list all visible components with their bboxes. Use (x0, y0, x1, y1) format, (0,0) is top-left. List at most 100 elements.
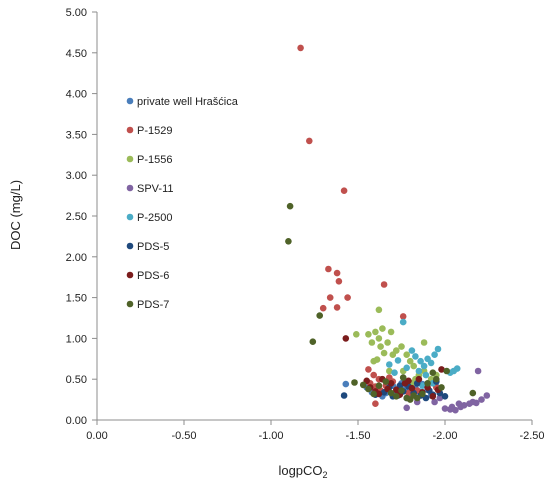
x-tick-label: -1.50 (345, 430, 370, 442)
y-tick-label: 4.50 (66, 48, 87, 60)
data-point (340, 392, 348, 399)
data-point (398, 343, 405, 350)
data-point (370, 371, 378, 379)
x-axis-label: logpCO2 (278, 463, 327, 480)
data-point (399, 318, 407, 326)
data-point (422, 371, 430, 379)
legend-marker (126, 184, 134, 192)
legend-marker (126, 271, 134, 279)
data-point (359, 381, 367, 389)
y-tick-label: 2.50 (66, 211, 87, 223)
data-point (441, 405, 449, 412)
data-point (417, 357, 424, 365)
x-axis-label-subscript: 2 (323, 470, 328, 480)
legend-label: SPV-11 (137, 183, 174, 195)
data-point (427, 359, 435, 367)
data-point (365, 331, 372, 338)
legend: private well Hrašćica P-1529 P-1556 SPV-11 P… (126, 96, 239, 311)
points-layer (285, 44, 491, 414)
x-axis-label-main: logpCO (278, 463, 322, 478)
data-point (431, 351, 438, 359)
legend-label: private well Hrašćica (137, 96, 239, 108)
data-point (387, 380, 395, 387)
data-point (419, 382, 426, 390)
data-point (419, 390, 426, 398)
data-point (368, 339, 376, 346)
data-point (431, 398, 438, 406)
data-point (380, 349, 388, 357)
data-point (408, 347, 416, 354)
legend-marker (126, 155, 134, 163)
data-point (379, 325, 386, 332)
data-point (441, 393, 449, 400)
data-point (335, 278, 343, 285)
data-point (420, 362, 428, 370)
data-point (453, 365, 461, 372)
x-tick-label: 0.00 (86, 430, 107, 442)
data-point (393, 386, 400, 394)
data-point (370, 357, 378, 365)
data-point (403, 364, 411, 372)
data-point (375, 335, 383, 342)
legend-label: P-2500 (137, 212, 172, 224)
data-point (424, 380, 431, 387)
data-point (286, 202, 294, 210)
data-point (429, 393, 437, 400)
data-point (438, 366, 445, 373)
x-tick-label: -2.00 (432, 430, 457, 442)
series-3 (353, 306, 440, 387)
data-point (333, 304, 341, 311)
y-tick-label: 1.00 (66, 333, 87, 345)
data-point (342, 380, 350, 388)
data-point (375, 306, 383, 314)
data-point (405, 377, 412, 385)
y-tick-label: 0.00 (66, 415, 87, 427)
data-point (436, 394, 444, 402)
data-point (399, 374, 407, 381)
data-point (316, 312, 324, 319)
series-5 (386, 318, 461, 390)
data-point (429, 369, 437, 377)
data-point (372, 328, 379, 336)
data-point (384, 339, 391, 346)
data-point (415, 367, 423, 375)
data-point (386, 361, 393, 368)
data-point (377, 343, 384, 350)
data-point (365, 385, 372, 393)
data-point (386, 367, 393, 375)
data-point (455, 400, 463, 408)
data-point (406, 357, 414, 365)
data-point (398, 387, 405, 394)
data-point (410, 362, 418, 370)
data-point (387, 389, 395, 397)
data-point (380, 281, 388, 288)
data-point (433, 375, 440, 383)
data-point (412, 353, 419, 360)
data-point (370, 390, 378, 398)
series-4 (403, 367, 491, 414)
legend-label: PDS-7 (137, 299, 169, 311)
data-point (448, 403, 456, 411)
legend-label: P-1529 (137, 125, 172, 137)
y-tick-label: 1.50 (66, 293, 87, 305)
legend-marker (126, 126, 134, 134)
data-point (443, 367, 451, 375)
y-tick-label: 3.50 (66, 129, 87, 141)
x-tick-label: -2.50 (519, 430, 544, 442)
data-point (375, 390, 383, 398)
data-point (387, 328, 395, 336)
axes-layer: 0.00 0.50 1.00 1.50 2.00 2.50 3.00 3.50 4.00 4.50… (66, 7, 545, 442)
data-point (340, 187, 348, 194)
data-point (478, 396, 485, 403)
y-tick-label: 0.50 (66, 374, 87, 386)
series-7 (342, 335, 445, 400)
data-point (469, 389, 477, 397)
data-point (415, 375, 423, 383)
data-point (394, 357, 402, 364)
data-point (473, 399, 480, 407)
data-point (393, 347, 400, 354)
legend-marker (126, 242, 134, 250)
legend-label: PDS-6 (137, 270, 169, 282)
